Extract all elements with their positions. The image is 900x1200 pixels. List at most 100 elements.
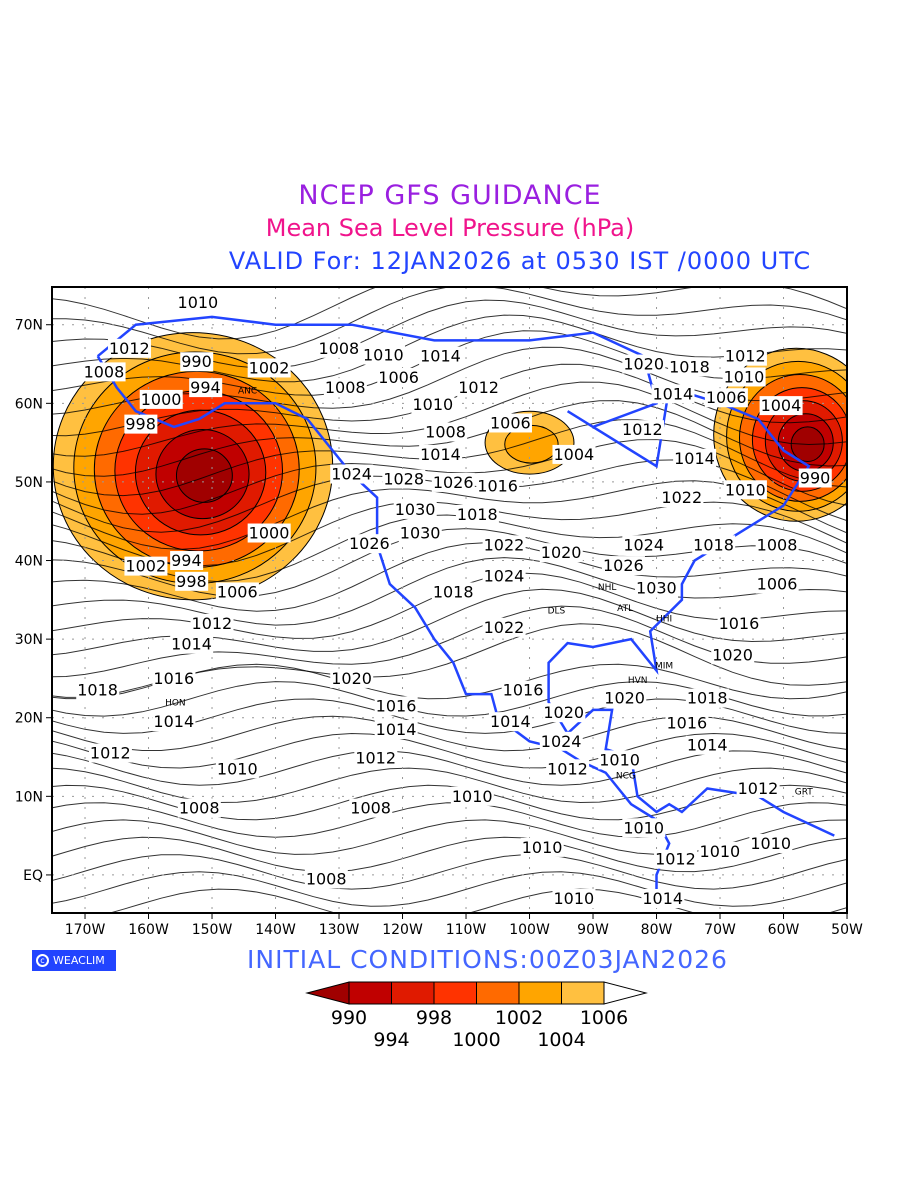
contour-label: 1030 [393, 499, 437, 519]
svg-text:1000: 1000 [141, 390, 182, 409]
isobar [108, 888, 847, 913]
svg-text:1018: 1018 [687, 689, 728, 708]
title-model: NCEP GFS GUIDANCE [298, 180, 602, 211]
contour-label: 1026 [601, 556, 645, 576]
lon-tick-label: 120W [382, 922, 423, 938]
initial-conditions: INITIAL CONDITIONS:00Z03JAN2026 [247, 945, 728, 974]
contour-label: 1010 [450, 786, 494, 806]
svg-text:1006: 1006 [490, 413, 531, 432]
contour-label: 1030 [635, 578, 679, 598]
contour-label: 1022 [482, 535, 526, 555]
contour-label: 1018 [668, 357, 712, 377]
svg-text:1012: 1012 [458, 378, 499, 397]
svg-text:1016: 1016 [376, 696, 417, 715]
contour-label: 1024 [539, 731, 583, 751]
svg-text:1008: 1008 [425, 422, 466, 441]
contour-label: 1006 [215, 582, 259, 602]
contour-label: 1006 [488, 413, 532, 433]
svg-text:1020: 1020 [712, 645, 753, 664]
svg-text:1024: 1024 [331, 465, 372, 484]
svg-text:990: 990 [181, 352, 212, 371]
lon-tick-label: 50W [831, 922, 863, 938]
contour-label: 1008 [177, 798, 221, 818]
colorbar-swatch [476, 981, 520, 1005]
contour-label: 1008 [304, 869, 348, 889]
lat-tick-label: 30N [15, 632, 43, 648]
svg-text:1010: 1010 [522, 838, 563, 857]
svg-text:1000: 1000 [249, 524, 290, 543]
contour-label: 1018 [431, 582, 475, 602]
contour-label: 1020 [542, 703, 586, 723]
svg-text:1010: 1010 [363, 346, 404, 365]
contour-label: 1010 [723, 480, 767, 500]
contour-label: 1012 [107, 338, 151, 358]
svg-text:1004: 1004 [553, 445, 594, 464]
contour-label: 1014 [152, 712, 196, 732]
svg-text:1016: 1016 [503, 681, 544, 700]
lon-tick-label: 130W [319, 922, 360, 938]
svg-text:1010: 1010 [700, 842, 741, 861]
contour-label: 1010 [598, 750, 642, 770]
svg-text:1018: 1018 [77, 681, 118, 700]
colorbar-label: 1004 [537, 1029, 585, 1051]
contour-label: 1016 [717, 613, 761, 633]
svg-text:1010: 1010 [178, 293, 219, 312]
svg-text:1026: 1026 [603, 556, 644, 575]
svg-text:994: 994 [171, 551, 202, 570]
svg-text:994: 994 [190, 378, 221, 397]
isobar [52, 557, 847, 626]
contour-label: 1014 [374, 720, 418, 740]
svg-text:1010: 1010 [724, 367, 765, 386]
svg-text:HON: HON [165, 699, 186, 709]
contour-label: 1012 [190, 613, 234, 633]
contour-label: 1016 [152, 668, 196, 688]
contour-label: 1018 [76, 680, 120, 700]
contour-label: 1010 [622, 818, 666, 838]
svg-text:1006: 1006 [757, 575, 798, 594]
colorbar-label: 1000 [452, 1029, 500, 1051]
station-label: DLS [548, 607, 566, 617]
svg-text:GRT: GRT [795, 787, 814, 797]
svg-text:HVN: HVN [628, 676, 648, 686]
contour-label: 1014 [419, 444, 463, 464]
contour-label: 1014 [673, 448, 717, 468]
lon-tick-label: 160W [128, 922, 169, 938]
coastline [96, 315, 835, 837]
svg-text:MIM: MIM [655, 662, 673, 672]
colorbar-swatch [561, 981, 605, 1005]
svg-text:1030: 1030 [400, 524, 441, 543]
svg-text:ATL: ATL [617, 604, 633, 614]
lat-tick-label: 70N [15, 318, 43, 334]
coastline [96, 355, 671, 907]
contour-label: 1010 [361, 345, 405, 365]
lat-tick-label: 20N [15, 711, 43, 727]
contour-label: 1010 [520, 837, 564, 857]
colorbar-swatch [391, 981, 435, 1005]
contour-label: 1022 [660, 488, 704, 508]
station-label: NHL [598, 583, 617, 593]
title-variable: Mean Sea Level Pressure (hPa) [265, 214, 635, 242]
isobar [52, 836, 847, 873]
lat-tick-label: 60N [15, 396, 43, 412]
colorbar-swatch [433, 981, 477, 1005]
svg-text:1020: 1020 [543, 703, 584, 722]
contour-label: 1020 [330, 668, 374, 688]
svg-text:1010: 1010 [599, 750, 640, 769]
contour-label: 1008 [349, 798, 393, 818]
svg-text:ANC: ANC [238, 386, 257, 396]
lat-tick-label: 40N [15, 554, 43, 570]
svg-text:1016: 1016 [719, 614, 760, 633]
station-label: HVN [628, 676, 648, 686]
contour-label: 1024 [622, 535, 666, 555]
contour-label: 1026 [347, 534, 391, 554]
contour-label: 1002 [124, 556, 168, 576]
svg-text:1030: 1030 [395, 500, 436, 519]
svg-text:1014: 1014 [687, 736, 728, 755]
weaclim-logo: c WEACLIM [32, 950, 116, 971]
contour-label: 1008 [317, 338, 361, 358]
contour-label: 1014 [170, 634, 214, 654]
contour-label: 1014 [488, 712, 532, 732]
svg-text:1014: 1014 [674, 449, 715, 468]
svg-text:1020: 1020 [623, 355, 664, 374]
